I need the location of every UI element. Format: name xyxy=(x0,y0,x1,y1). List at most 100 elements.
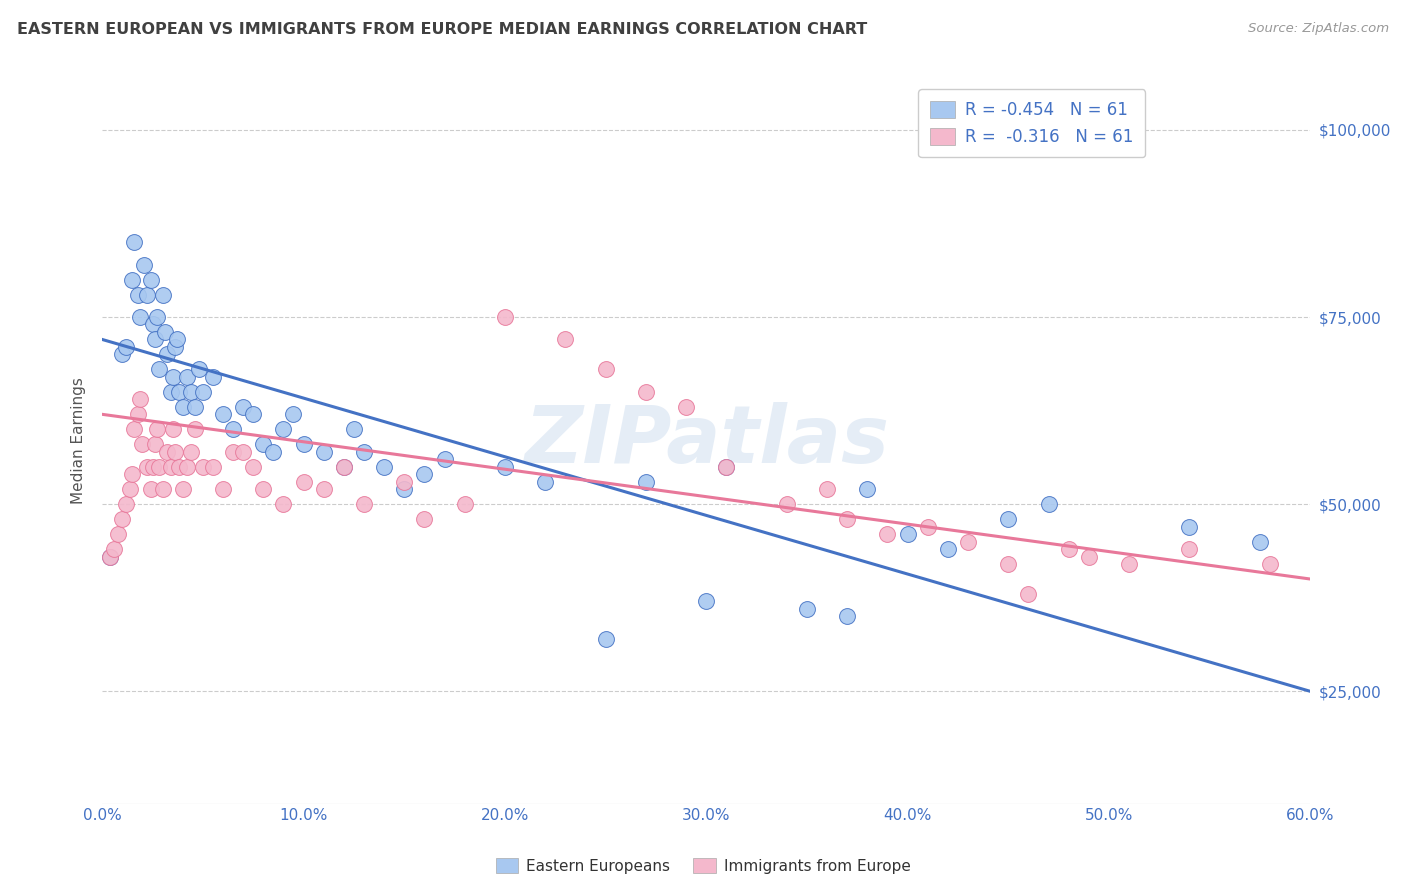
Point xyxy=(312,482,335,496)
Point xyxy=(145,310,167,324)
Point xyxy=(212,407,235,421)
Point xyxy=(232,400,254,414)
Point xyxy=(124,235,146,249)
Point xyxy=(695,594,717,608)
Point xyxy=(135,459,157,474)
Point xyxy=(413,467,436,482)
Point xyxy=(201,459,224,474)
Point xyxy=(1258,557,1281,571)
Point xyxy=(333,459,356,474)
Point xyxy=(166,333,188,347)
Point xyxy=(124,422,146,436)
Point xyxy=(107,527,129,541)
Point xyxy=(222,422,245,436)
Point xyxy=(159,459,181,474)
Point xyxy=(1017,587,1039,601)
Point xyxy=(252,482,274,496)
Point xyxy=(876,527,898,541)
Point xyxy=(162,422,184,436)
Point xyxy=(997,557,1019,571)
Point xyxy=(152,287,174,301)
Point xyxy=(595,362,617,376)
Point xyxy=(184,400,207,414)
Text: EASTERN EUROPEAN VS IMMIGRANTS FROM EUROPE MEDIAN EARNINGS CORRELATION CHART: EASTERN EUROPEAN VS IMMIGRANTS FROM EURO… xyxy=(17,22,868,37)
Point xyxy=(453,497,475,511)
Point xyxy=(273,497,295,511)
Point xyxy=(115,497,138,511)
Point xyxy=(333,459,356,474)
Point xyxy=(634,475,657,489)
Point xyxy=(343,422,366,436)
Point xyxy=(554,333,576,347)
Point xyxy=(1057,542,1080,557)
Point xyxy=(353,497,375,511)
Point xyxy=(187,362,209,376)
Point xyxy=(232,444,254,458)
Point xyxy=(353,444,375,458)
Point xyxy=(917,519,939,533)
Point xyxy=(139,272,162,286)
Point xyxy=(184,422,207,436)
Point xyxy=(242,407,264,421)
Point xyxy=(413,512,436,526)
Point xyxy=(1178,542,1201,557)
Point xyxy=(201,370,224,384)
Point xyxy=(675,400,697,414)
Point xyxy=(172,400,194,414)
Point xyxy=(162,370,184,384)
Point xyxy=(242,459,264,474)
Point xyxy=(595,632,617,646)
Point xyxy=(176,370,198,384)
Point xyxy=(129,392,152,407)
Point xyxy=(143,333,166,347)
Point xyxy=(115,340,138,354)
Point xyxy=(837,512,859,526)
Point xyxy=(148,362,170,376)
Point xyxy=(121,467,143,482)
Point xyxy=(394,475,416,489)
Point xyxy=(156,444,179,458)
Point xyxy=(776,497,799,511)
Legend: Eastern Europeans, Immigrants from Europe: Eastern Europeans, Immigrants from Europ… xyxy=(489,852,917,880)
Point xyxy=(191,459,214,474)
Point xyxy=(143,437,166,451)
Point xyxy=(1249,534,1271,549)
Point xyxy=(222,444,245,458)
Point xyxy=(134,258,156,272)
Point xyxy=(121,272,143,286)
Point xyxy=(716,459,738,474)
Legend: R = -0.454   N = 61, R =  -0.316   N = 61: R = -0.454 N = 61, R = -0.316 N = 61 xyxy=(918,89,1144,157)
Point xyxy=(103,542,125,557)
Point xyxy=(815,482,838,496)
Text: ZIPatlas: ZIPatlas xyxy=(524,401,889,480)
Point xyxy=(141,459,163,474)
Point xyxy=(373,459,395,474)
Point xyxy=(180,444,202,458)
Point xyxy=(152,482,174,496)
Point xyxy=(856,482,879,496)
Point xyxy=(163,340,186,354)
Point xyxy=(139,482,162,496)
Point xyxy=(145,422,167,436)
Point xyxy=(796,602,818,616)
Point xyxy=(159,384,181,399)
Point xyxy=(167,384,190,399)
Text: Source: ZipAtlas.com: Source: ZipAtlas.com xyxy=(1249,22,1389,36)
Point xyxy=(148,459,170,474)
Point xyxy=(1077,549,1099,564)
Point xyxy=(111,347,134,361)
Point xyxy=(167,459,190,474)
Point xyxy=(394,482,416,496)
Point xyxy=(163,444,186,458)
Point xyxy=(127,407,149,421)
Point xyxy=(111,512,134,526)
Point xyxy=(127,287,149,301)
Point xyxy=(252,437,274,451)
Point xyxy=(716,459,738,474)
Point xyxy=(433,452,456,467)
Point xyxy=(131,437,153,451)
Point xyxy=(156,347,179,361)
Point xyxy=(494,310,516,324)
Point xyxy=(997,512,1019,526)
Point xyxy=(837,609,859,624)
